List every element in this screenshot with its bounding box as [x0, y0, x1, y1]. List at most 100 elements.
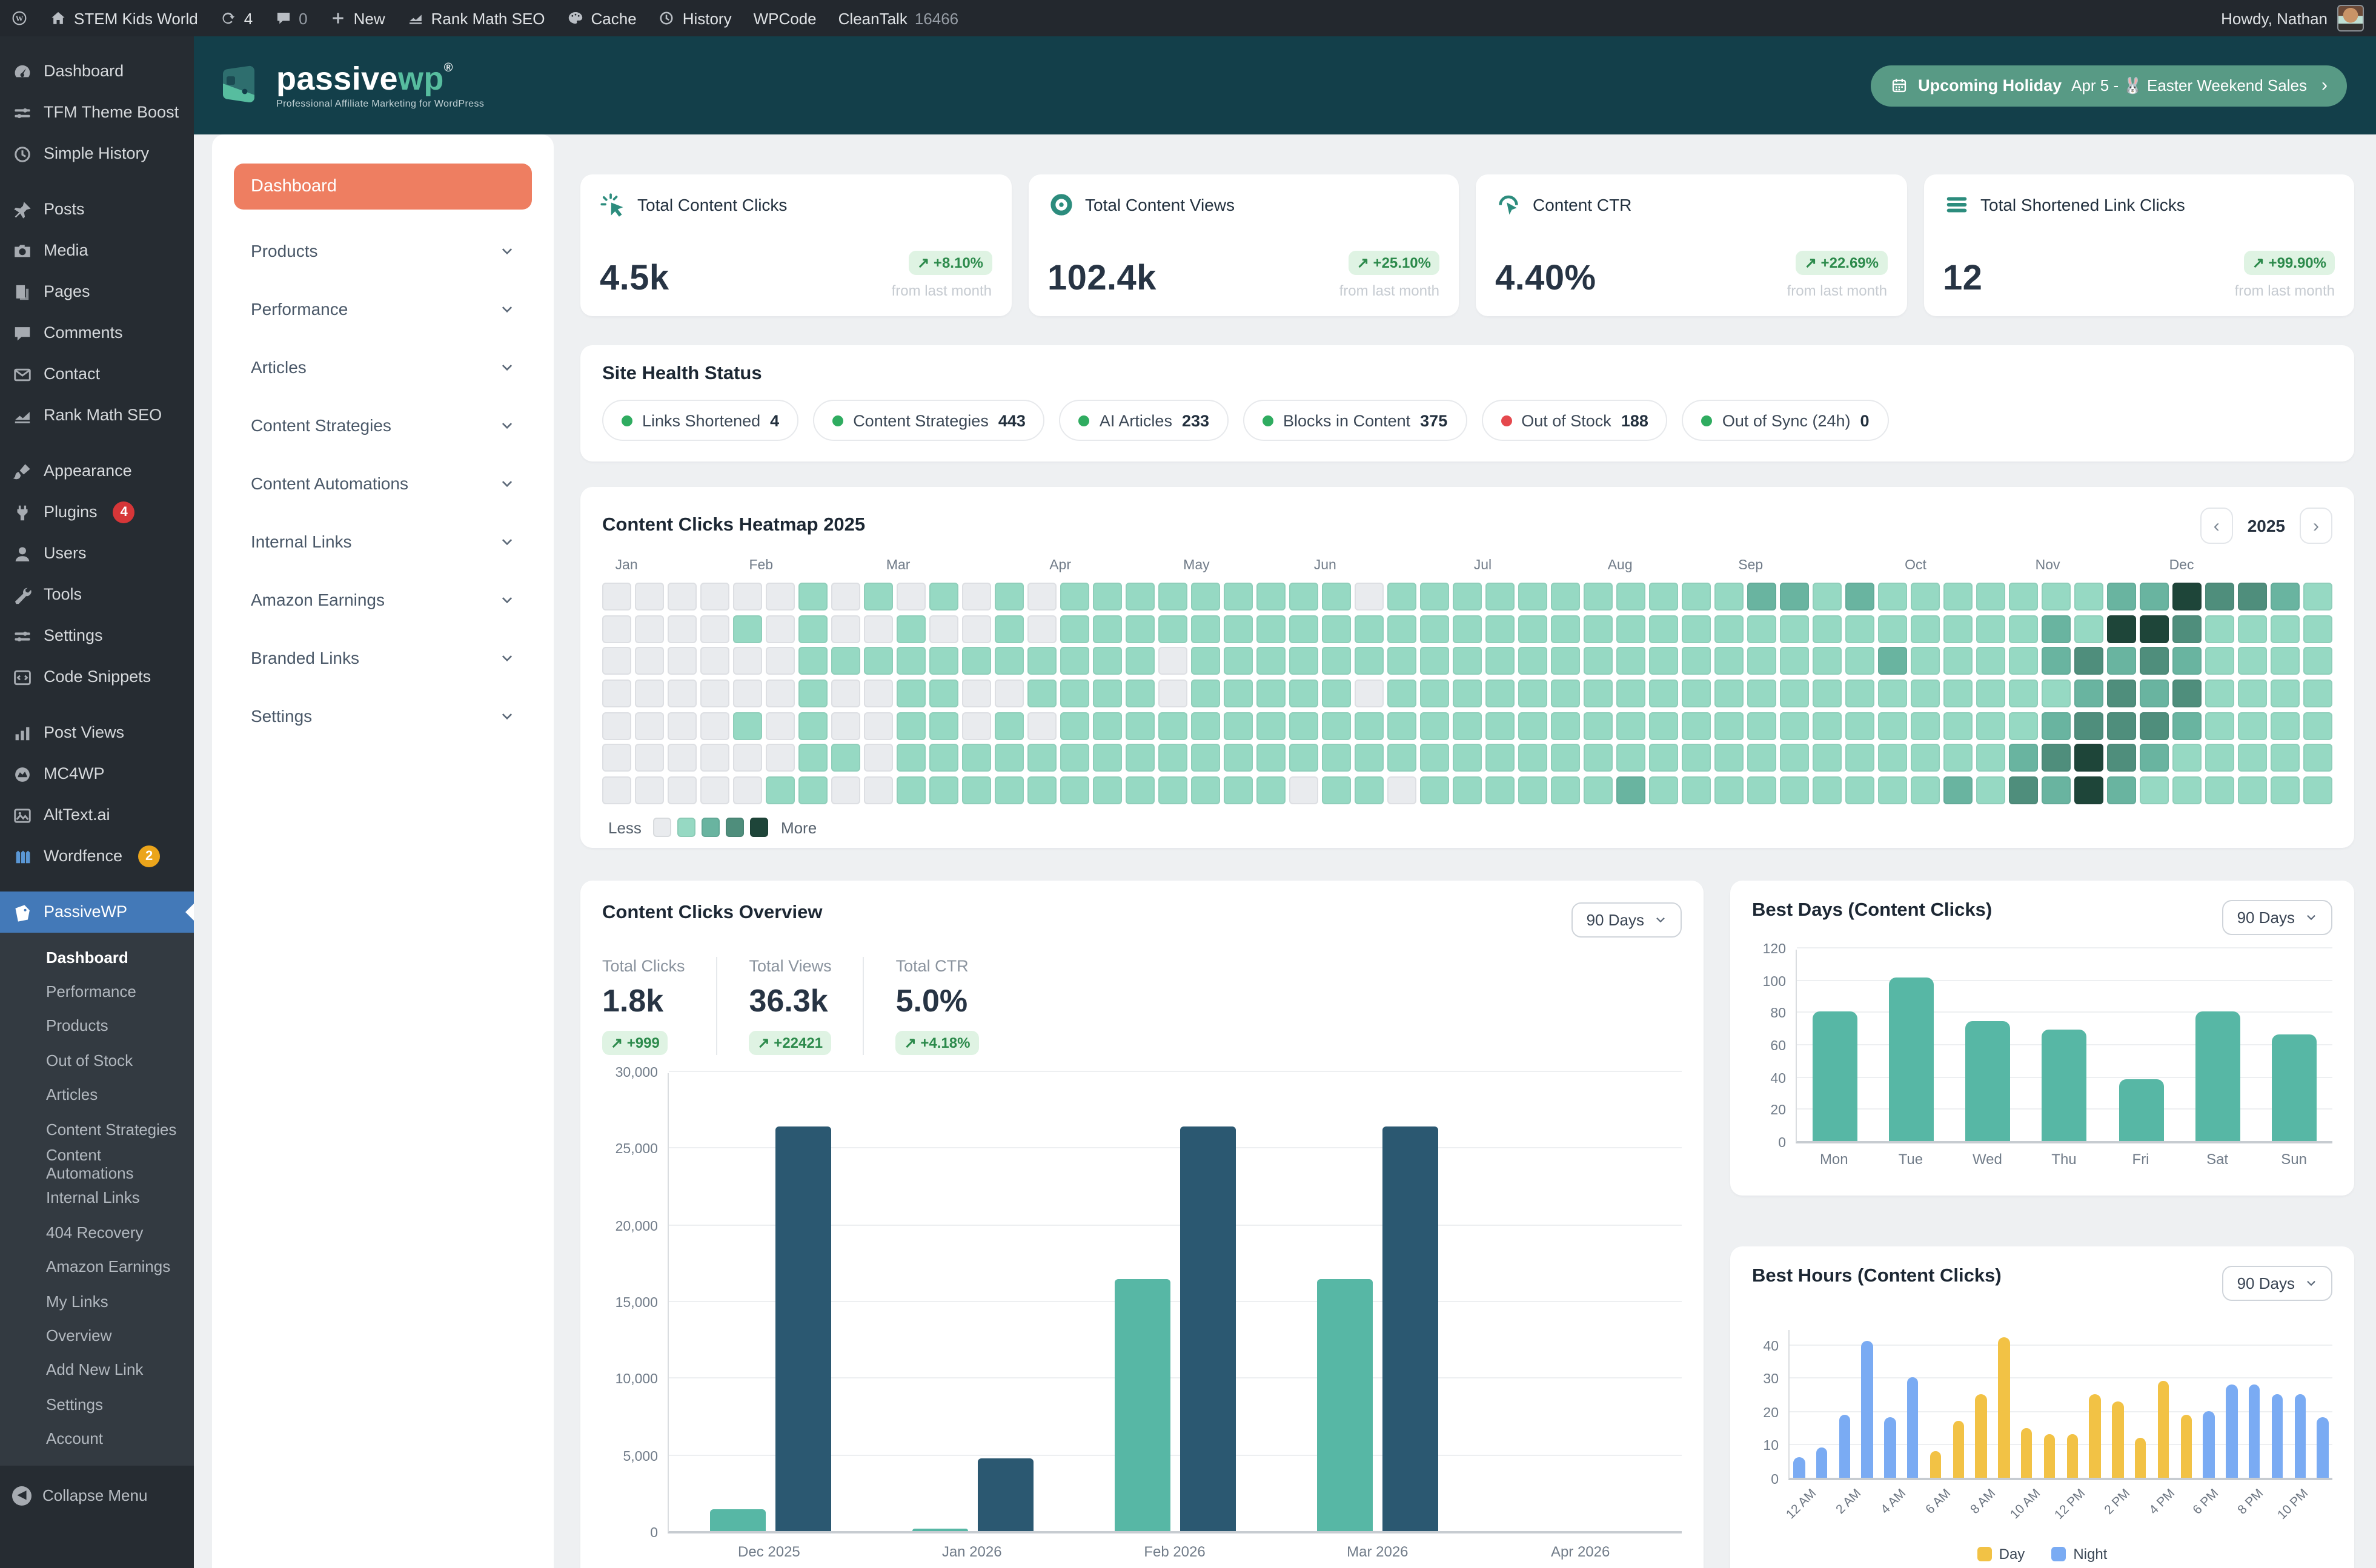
submenu-item-account[interactable]: Account	[0, 1421, 194, 1456]
heatmap-cell	[1093, 615, 1121, 643]
heatmap-cell	[2108, 680, 2136, 707]
sidebar-item-media[interactable]: Media	[0, 230, 194, 271]
heatmap-cell	[1453, 615, 1481, 643]
sidebar-item-tfm-theme-boost[interactable]: TFM Theme Boost	[0, 92, 194, 133]
chevron-down-icon	[1654, 913, 1667, 927]
history-menu[interactable]: History	[648, 0, 743, 36]
heatmap-cell	[1813, 583, 1842, 610]
wp-logo-menu[interactable]	[0, 0, 39, 36]
submenu-item-content-strategies[interactable]: Content Strategies	[0, 1112, 194, 1146]
legend-label: Day	[1999, 1546, 2025, 1563]
comments-menu[interactable]: 0	[264, 0, 318, 36]
overview-period-select[interactable]: 90 Days	[1572, 902, 1682, 938]
upcoming-holiday-button[interactable]: Upcoming Holiday Apr 5 - 🐰 Easter Weeken…	[1871, 65, 2347, 106]
sidebar-item-post-views[interactable]: Post Views	[0, 712, 194, 753]
submenu-item-settings[interactable]: Settings	[0, 1387, 194, 1421]
account-menu[interactable]: Howdy, Nathan	[2209, 0, 2376, 36]
heatmap-cell	[1944, 680, 1973, 707]
plugin-sidebar-item-internal-links[interactable]: Internal Links	[234, 512, 532, 571]
plugin-sidebar-item-content-automations[interactable]: Content Automations	[234, 454, 532, 512]
heatmap-cell	[1191, 744, 1220, 772]
submenu-item-dashboard[interactable]: Dashboard	[0, 940, 194, 974]
collapse-menu-button[interactable]: ◀ Collapse Menu	[0, 1475, 194, 1517]
sidebar-item-alttext-ai[interactable]: AltText.ai	[0, 795, 194, 836]
heatmap-cell	[1485, 615, 1514, 643]
heatmap-month-label: Nov	[2036, 558, 2060, 573]
bar-mon	[1813, 1011, 1857, 1141]
heatmap-cell	[602, 647, 631, 675]
best-days-period-select[interactable]: 90 Days	[2223, 900, 2332, 935]
submenu-item-add-new-link[interactable]: Add New Link	[0, 1352, 194, 1387]
sidebar-item-wordfence[interactable]: Wordfence2	[0, 836, 194, 877]
plugin-sidebar-item-products[interactable]: Products	[234, 222, 532, 280]
submenu-item-performance[interactable]: Performance	[0, 974, 194, 1009]
submenu-item-internal-links[interactable]: Internal Links	[0, 1180, 194, 1215]
plugin-sidebar-item-performance[interactable]: Performance	[234, 280, 532, 338]
heatmap-cell	[2075, 647, 2103, 675]
heatmap-cell	[766, 583, 794, 610]
submenu-item-products[interactable]: Products	[0, 1009, 194, 1044]
heatmap-next-button[interactable]: ›	[2300, 508, 2332, 544]
sidebar-item-posts[interactable]: Posts	[0, 189, 194, 230]
sidebar-item-users[interactable]: Users	[0, 533, 194, 574]
sidebar-item-plugins[interactable]: Plugins4	[0, 492, 194, 533]
sidebar-item-appearance[interactable]: Appearance	[0, 451, 194, 492]
plugin-sidebar-item-articles[interactable]: Articles	[234, 338, 532, 396]
submenu-item-my-links[interactable]: My Links	[0, 1284, 194, 1318]
sidebar-item-rank-math-seo[interactable]: Rank Math SEO	[0, 395, 194, 436]
heatmap-cell	[1191, 583, 1220, 610]
rank-math-menu[interactable]: Rank Math SEO	[396, 0, 556, 36]
heatmap-prev-button[interactable]: ‹	[2200, 508, 2233, 544]
stat-card-total-content-clicks: Total Content Clicks4.5k↗ +8.10%from las…	[580, 174, 1011, 316]
wpcode-menu[interactable]: WPCode	[743, 0, 828, 36]
heatmap-cell	[1518, 583, 1547, 610]
stat-caption: from last month	[1339, 282, 1439, 299]
submenu-item-content-automations[interactable]: Content Automations	[0, 1146, 194, 1181]
sidebar-item-comments[interactable]: Comments	[0, 313, 194, 354]
x-tick-label: Thu	[2026, 1151, 2103, 1168]
passivewp-logo-icon	[216, 61, 264, 110]
updates-menu[interactable]: 4	[209, 0, 264, 36]
plugin-sidebar-item-branded-links[interactable]: Branded Links	[234, 629, 532, 687]
bar-tue	[1889, 978, 1934, 1141]
logo-text-accent: wp	[398, 60, 444, 96]
heatmap-cell	[1485, 680, 1514, 707]
heatmap-cell	[2304, 615, 2332, 643]
blob-icon	[12, 764, 33, 784]
heatmap-cell	[1060, 583, 1089, 610]
new-menu[interactable]: New	[319, 0, 396, 36]
overview-period-value: 90 Days	[1587, 911, 1644, 929]
sidebar-item-code-snippets[interactable]: Code Snippets	[0, 657, 194, 698]
submenu-item-out-of-stock[interactable]: Out of Stock	[0, 1043, 194, 1077]
submenu-item-overview[interactable]: Overview	[0, 1318, 194, 1353]
bars-icon	[12, 723, 33, 743]
heatmap-cell	[1485, 776, 1514, 804]
sidebar-item-dashboard[interactable]: Dashboard	[0, 51, 194, 92]
heatmap-cell	[700, 647, 729, 675]
cache-menu[interactable]: Cache	[556, 0, 648, 36]
submenu-item-amazon-earnings[interactable]: Amazon Earnings	[0, 1249, 194, 1284]
site-name-menu[interactable]: STEM Kids World	[39, 0, 209, 36]
hour-bar-14	[2112, 1401, 2123, 1478]
cleantalk-count: 16466	[915, 9, 958, 27]
plugin-sidebar-item-amazon-earnings[interactable]: Amazon Earnings	[234, 571, 532, 629]
best-hours-period-select[interactable]: 90 Days	[2223, 1266, 2332, 1301]
plugin-sidebar-item-content-strategies[interactable]: Content Strategies	[234, 396, 532, 454]
submenu-item-404-recovery[interactable]: 404 Recovery	[0, 1215, 194, 1249]
sidebar-item-tools[interactable]: Tools	[0, 574, 194, 615]
sidebar-item-mc4wp[interactable]: MC4WP	[0, 753, 194, 795]
cleantalk-menu[interactable]: CleanTalk16466	[828, 0, 970, 36]
heatmap-cell	[1256, 615, 1285, 643]
sidebar-item-simple-history[interactable]: Simple History	[0, 133, 194, 174]
best-hours-period-value: 90 Days	[2237, 1274, 2295, 1292]
media-icon	[12, 240, 33, 261]
plugin-sidebar-item-settings[interactable]: Settings	[234, 687, 532, 745]
sidebar-item-contact[interactable]: Contact	[0, 354, 194, 395]
submenu-item-articles[interactable]: Articles	[0, 1077, 194, 1112]
bar-group-mon	[1797, 950, 1873, 1141]
sidebar-item-settings[interactable]: Settings	[0, 615, 194, 657]
sidebar-item-passivewp[interactable]: PassiveWP	[0, 892, 194, 933]
heatmap-cell	[1879, 583, 1907, 610]
plugin-sidebar-item-dashboard[interactable]: Dashboard	[234, 164, 532, 210]
sidebar-item-pages[interactable]: Pages	[0, 271, 194, 313]
